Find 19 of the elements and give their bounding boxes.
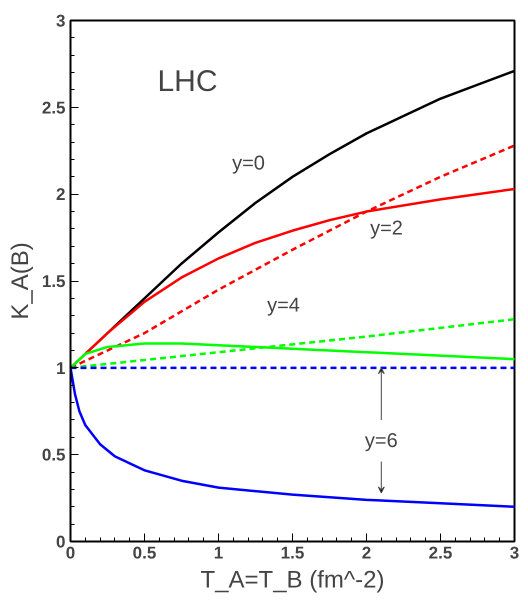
x-axis-title: T_A=T_B (fm^-2) bbox=[200, 566, 384, 594]
y-tick-label: 2.5 bbox=[42, 98, 66, 118]
annotation: y=2 bbox=[370, 218, 403, 240]
x-tick-label: 2 bbox=[362, 544, 372, 562]
x-tick-label: 1.5 bbox=[280, 544, 304, 562]
y-tick-label: 0.5 bbox=[42, 446, 66, 465]
annotation: y=4 bbox=[267, 294, 300, 316]
y-tick-label: 1 bbox=[56, 358, 66, 378]
annotation: y=6 bbox=[364, 430, 398, 452]
y-axis-title: K_A(B) bbox=[6, 242, 34, 320]
x-tick-label: 2.5 bbox=[428, 544, 452, 562]
y-tick-label: 2 bbox=[56, 185, 66, 204]
annotation: LHC bbox=[157, 65, 218, 98]
annotation: y=0 bbox=[232, 152, 265, 174]
y-tick-label: 3 bbox=[56, 12, 66, 30]
x-tick-label: 3 bbox=[510, 544, 520, 562]
x-tick-label: 0.5 bbox=[132, 544, 156, 562]
y-tick-label: 1.5 bbox=[42, 272, 66, 291]
x-tick-label: 1 bbox=[214, 544, 224, 562]
